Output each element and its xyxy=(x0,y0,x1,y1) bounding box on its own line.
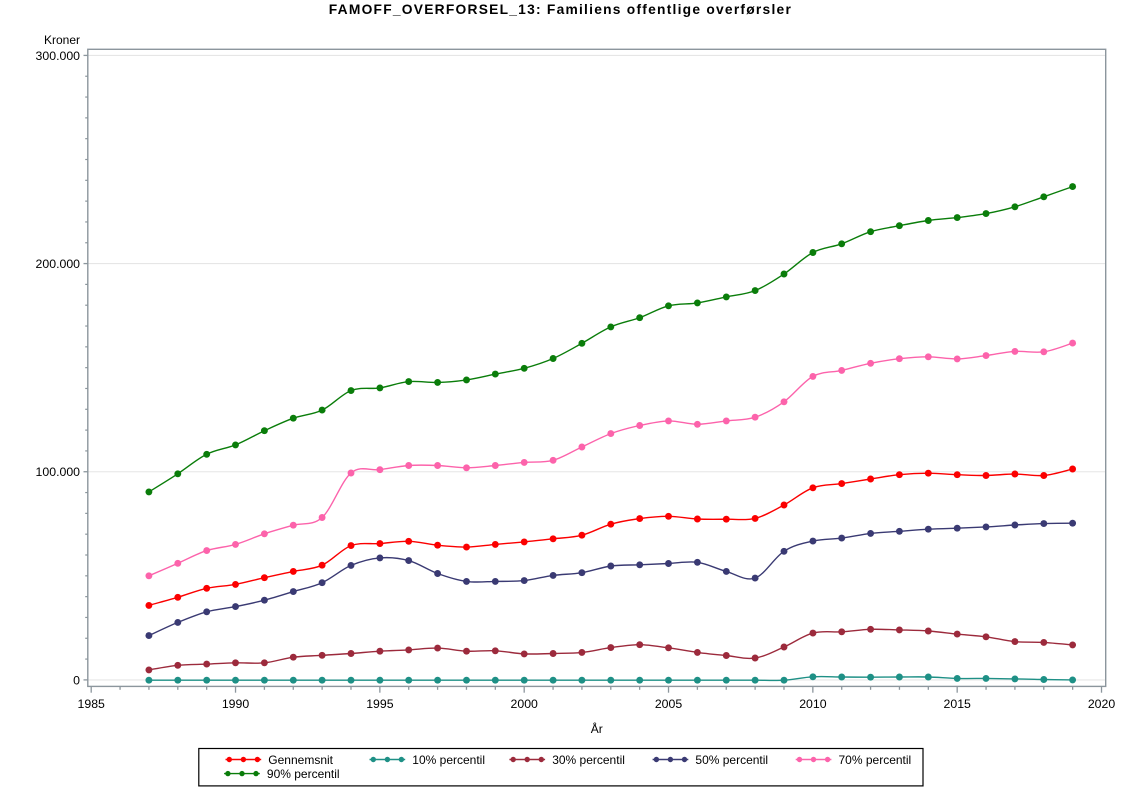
svg-text:1995: 1995 xyxy=(366,697,394,711)
svg-text:2020: 2020 xyxy=(1088,697,1116,711)
svg-text:2000: 2000 xyxy=(511,697,539,711)
svg-text:År: År xyxy=(591,721,603,736)
svg-text:10% percentil: 10% percentil xyxy=(412,753,485,767)
svg-text:300.000: 300.000 xyxy=(36,49,81,63)
svg-text:1985: 1985 xyxy=(78,697,106,711)
svg-text:90% percentil: 90% percentil xyxy=(267,767,340,781)
svg-text:2010: 2010 xyxy=(799,697,827,711)
svg-text:2015: 2015 xyxy=(944,697,972,711)
svg-text:70% percentil: 70% percentil xyxy=(839,753,912,767)
svg-text:30% percentil: 30% percentil xyxy=(552,753,625,767)
svg-text:2005: 2005 xyxy=(655,697,683,711)
svg-text:FAMOFF_OVERFORSEL_13: Familien: FAMOFF_OVERFORSEL_13: Familiens offentli… xyxy=(329,2,792,17)
svg-text:0: 0 xyxy=(73,673,80,687)
svg-text:Kroner: Kroner xyxy=(44,33,80,47)
svg-text:200.000: 200.000 xyxy=(36,257,81,271)
svg-text:Gennemsnit: Gennemsnit xyxy=(268,753,333,767)
svg-text:1990: 1990 xyxy=(222,697,250,711)
svg-text:50% percentil: 50% percentil xyxy=(695,753,768,767)
svg-text:100.000: 100.000 xyxy=(36,465,81,479)
